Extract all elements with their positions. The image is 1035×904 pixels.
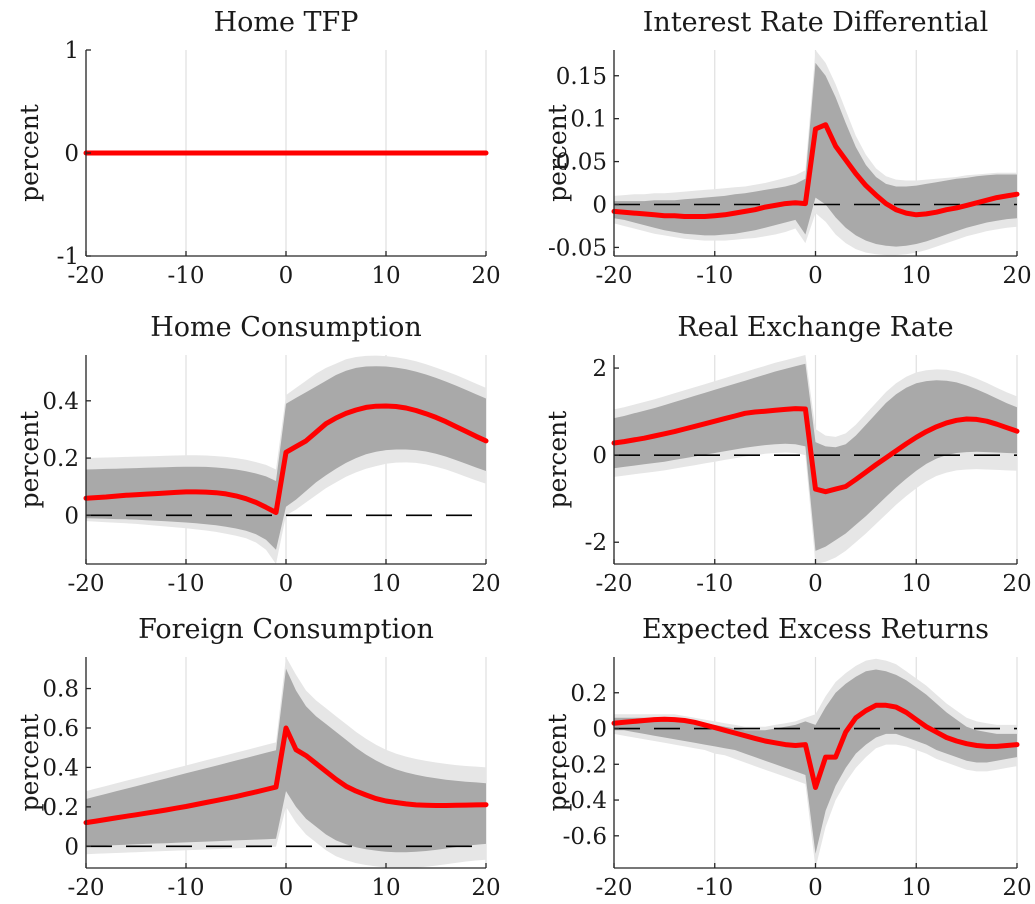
x-tick-label: 0 <box>279 875 294 901</box>
median-response-line <box>611 406 1020 495</box>
x-tick-label: -20 <box>67 571 104 597</box>
x-tick-label: 10 <box>371 263 400 289</box>
x-tick-label: 0 <box>279 263 294 289</box>
y-tick-label: 0 <box>64 141 79 167</box>
x-tick-label: -20 <box>67 263 104 289</box>
x-tick-label: 10 <box>902 263 931 289</box>
x-tick-label: 0 <box>279 571 294 597</box>
x-tick-label: -10 <box>696 571 733 597</box>
y-axis-label: percent <box>543 714 572 812</box>
y-tick-label: 0 <box>64 834 79 860</box>
x-tick-label: -10 <box>167 875 204 901</box>
x-tick-label: 0 <box>808 263 823 289</box>
panel-title: Home TFP <box>214 7 359 38</box>
y-tick-label: 1 <box>64 38 79 64</box>
y-tick-label: -0.6 <box>563 824 607 850</box>
y-axis-label: percent <box>543 104 572 202</box>
x-tick-label: 20 <box>1002 263 1031 289</box>
panel-6: -20 -10 0 10 20 -0.6 -0.4 -0.2 0 0.2 Expected Exce… <box>543 614 1032 901</box>
y-tick-label: -1 <box>57 244 79 270</box>
x-tick-label: -20 <box>595 263 632 289</box>
y-tick-label: 0.15 <box>556 64 607 90</box>
x-tick-label: 0 <box>808 875 823 901</box>
y-tick-label: 0.4 <box>42 755 79 781</box>
y-tick-label: 0 <box>592 717 607 743</box>
x-tick-label: -10 <box>696 263 733 289</box>
y-tick-label: -0.4 <box>563 788 607 814</box>
x-tick-label: -20 <box>595 571 632 597</box>
x-tick-label: 10 <box>371 875 400 901</box>
panel-title: Interest Rate Differential <box>643 7 988 38</box>
panel-2: -20 -10 0 10 20 -0.05 0 0.05 0.1 0.15 Interest Rat… <box>543 7 1032 289</box>
median-response-line <box>83 403 489 515</box>
x-tick-label: -10 <box>696 875 733 901</box>
x-tick-label: -20 <box>595 875 632 901</box>
y-tick-label: 0 <box>592 193 607 219</box>
x-tick-label: -10 <box>167 263 204 289</box>
panel-title: Foreign Consumption <box>138 614 434 645</box>
confidence-band-band-68 <box>614 62 1017 247</box>
panel-title: Expected Excess Returns <box>642 614 989 645</box>
x-tick-label: 20 <box>471 571 500 597</box>
y-tick-label: 0.6 <box>42 716 79 742</box>
y-tick-label: 0.2 <box>570 681 607 707</box>
x-tick-label: 10 <box>371 571 400 597</box>
y-axis-label: percent <box>543 411 572 509</box>
y-tick-label: 0.05 <box>556 150 607 176</box>
median-response-line <box>611 702 1020 790</box>
y-tick-label: 0.8 <box>42 677 79 703</box>
x-tick-label: 20 <box>471 875 500 901</box>
y-tick-label: 0 <box>64 503 79 529</box>
x-tick-label: 20 <box>471 263 500 289</box>
x-tick-label: -10 <box>167 571 204 597</box>
x-tick-label: 20 <box>1002 571 1031 597</box>
confidence-band-band-68 <box>614 669 1017 854</box>
x-tick-label: 20 <box>1002 875 1031 901</box>
x-tick-label: 0 <box>808 571 823 597</box>
y-tick-label: -0.2 <box>563 752 607 778</box>
y-tick-label: 0.1 <box>570 107 607 133</box>
panel-title: Home Consumption <box>150 312 422 343</box>
y-tick-label: -2 <box>585 530 607 556</box>
panel-5: -20 -10 0 10 20 0 0.2 0.4 0.6 0.8 Foreign Consumpt… <box>15 614 501 901</box>
median-response-line <box>83 725 489 826</box>
panel-3: -20 -10 0 10 20 0 0.2 0.4 Home Consumption percen… <box>15 312 501 597</box>
y-tick-label: 0.2 <box>42 795 79 821</box>
y-axis-label: percent <box>15 714 44 812</box>
median-response-line <box>611 122 1020 219</box>
x-tick-label: -20 <box>67 875 104 901</box>
y-axis-label: percent <box>15 411 44 509</box>
panel-title: Real Exchange Rate <box>677 312 953 343</box>
y-tick-label: 0 <box>592 443 607 469</box>
y-tick-label: 0.2 <box>42 446 79 472</box>
x-tick-label: 10 <box>902 571 931 597</box>
y-tick-label: 2 <box>592 356 607 382</box>
y-tick-label: 0.4 <box>42 389 79 415</box>
y-axis-label: percent <box>15 104 44 202</box>
y-tick-label: -0.05 <box>548 235 607 261</box>
x-tick-label: 10 <box>902 875 931 901</box>
confidence-band-band-68 <box>614 363 1017 551</box>
